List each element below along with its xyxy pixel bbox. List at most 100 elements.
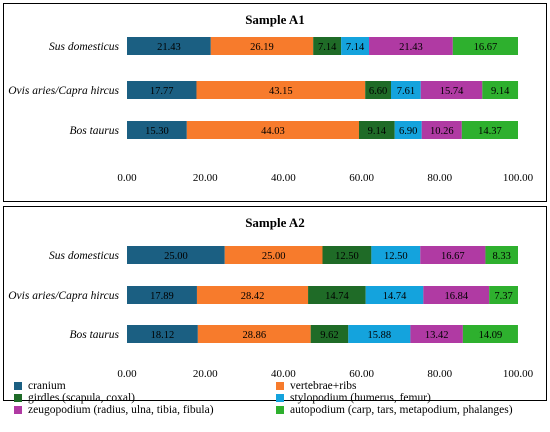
bar-segment-stylopodium-humerus-femur (348, 325, 411, 343)
x-tick-label: 100.00 (503, 172, 534, 184)
legend-label: stylopodium (humerus, femur) (290, 391, 431, 404)
data-label: 44.03 (261, 126, 285, 137)
bar-segment-cranium (127, 121, 187, 139)
data-label: 18.12 (151, 330, 175, 341)
x-tick-label: 80.00 (427, 368, 452, 380)
legend-swatch (276, 393, 284, 402)
bar-segment-zeugopodium-radius-ulna-tibia-fibula (369, 37, 453, 55)
data-label: 15.74 (440, 86, 464, 97)
legend-item-cranium: cranium (14, 379, 66, 392)
legend-label: girdles (scapula, coxal) (28, 391, 135, 404)
bar-segment-stylopodium-humerus-femur (371, 246, 421, 264)
legend-swatch (14, 393, 22, 402)
data-label: 16.67 (474, 42, 498, 53)
category-label-sus-domesticus: Sus domesticus (49, 250, 119, 262)
legend-label: cranium (28, 379, 66, 392)
legend-item-autopodium-carp-tars-metapodium-phalanges: autopodium (carp, tars, metapodium, phal… (276, 403, 513, 416)
data-label: 15.88 (368, 330, 392, 341)
data-label: 10.26 (430, 126, 454, 137)
x-tick-label: 0.00 (117, 368, 137, 380)
legend-label: vertebrae+ribs (290, 379, 357, 392)
bar-segment-cranium (127, 325, 198, 343)
data-label: 6.60 (369, 86, 387, 97)
x-tick-label: 60.00 (349, 368, 374, 380)
data-label: 14.09 (479, 330, 503, 341)
data-label: 13.42 (425, 330, 449, 341)
data-label: 7.14 (318, 42, 337, 53)
bar-segment-cranium (127, 81, 197, 99)
bar-segment-zeugopodium-radius-ulna-tibia-fibula (420, 246, 486, 264)
legend-item-girdles-scapula-coxal: girdles (scapula, coxal) (14, 391, 135, 404)
bar-segment-girdles-scapula-coxal (310, 325, 349, 343)
legend-label: zeugopodium (radius, ulna, tibia, fibula… (28, 403, 214, 416)
legend-item-vertebrae-ribs: vertebrae+ribs (276, 379, 357, 392)
chart-title: Sample A2 (245, 215, 305, 230)
bar-segment-stylopodium-humerus-femur (341, 37, 370, 55)
category-label-sus-domesticus: Sus domesticus (49, 41, 119, 53)
data-label: 9.14 (491, 86, 510, 97)
data-label: 14.37 (478, 126, 502, 137)
bar-segment-stylopodium-humerus-femur (394, 121, 422, 139)
bar-segment-girdles-scapula-coxal (308, 286, 366, 304)
data-label: 9.62 (320, 330, 338, 341)
bar-segment-vertebrae-ribs (210, 37, 314, 55)
data-label: 14.74 (383, 291, 407, 302)
data-label: 21.43 (157, 42, 181, 53)
data-label: 12.50 (335, 251, 359, 262)
bar-segment-vertebrae-ribs (186, 121, 359, 139)
data-label: 7.14 (346, 42, 365, 53)
data-label: 14.74 (325, 291, 349, 302)
bar-segment-cranium (127, 286, 197, 304)
data-label: 25.00 (164, 251, 188, 262)
bar-segment-vertebrae-ribs (224, 246, 323, 264)
data-label: 28.42 (241, 291, 265, 302)
bar-segment-stylopodium-humerus-femur (365, 286, 424, 304)
x-tick-label: 80.00 (427, 172, 452, 184)
bar-segment-vertebrae-ribs (196, 81, 366, 99)
category-label-ovis-aries-capra-hircus: Ovis aries/Capra hircus (8, 85, 119, 97)
data-label: 8.33 (493, 251, 511, 262)
data-label: 17.77 (150, 86, 174, 97)
bar-segment-zeugopodium-radius-ulna-tibia-fibula (410, 325, 463, 343)
x-tick-label: 40.00 (271, 368, 296, 380)
data-label: 6.90 (399, 126, 417, 137)
data-label: 7.37 (494, 291, 512, 302)
data-label: 43.15 (269, 86, 293, 97)
legend-swatch (276, 405, 284, 414)
category-label-bos-taurus: Bos taurus (69, 125, 119, 137)
legend-label: autopodium (carp, tars, metapodium, phal… (290, 403, 513, 416)
category-label-ovis-aries-capra-hircus: Ovis aries/Capra hircus (8, 290, 119, 302)
data-label: 16.84 (444, 291, 468, 302)
bar-segment-zeugopodium-radius-ulna-tibia-fibula (423, 286, 490, 304)
x-tick-label: 60.00 (349, 172, 374, 184)
x-tick-label: 20.00 (193, 172, 218, 184)
legend-swatch (14, 405, 22, 414)
chart-panel-sample-a1: Sample A1 Sus domesticus 21.43 26.19 7.14 7.1… (3, 3, 547, 202)
bar-segment-autopodium-carp-tars-metapodium-phalanges (482, 81, 519, 99)
data-label: 9.14 (368, 126, 387, 137)
data-label: 16.67 (441, 251, 465, 262)
x-tick-label: 100.00 (503, 368, 534, 380)
bar-segment-autopodium-carp-tars-metapodium-phalanges (485, 246, 518, 264)
x-tick-label: 0.00 (117, 172, 137, 184)
data-label: 26.19 (250, 42, 274, 53)
bar-segment-zeugopodium-radius-ulna-tibia-fibula (421, 121, 462, 139)
bar-segment-autopodium-carp-tars-metapodium-phalanges (489, 286, 518, 304)
data-label: 7.61 (397, 86, 415, 97)
data-label: 17.89 (150, 291, 174, 302)
bar-segment-autopodium-carp-tars-metapodium-phalanges (462, 325, 518, 343)
bar-segment-cranium (127, 37, 211, 55)
bar-segment-girdles-scapula-coxal (358, 121, 395, 139)
legend-item-zeugopodium-radius-ulna-tibia-fibula: zeugopodium (radius, ulna, tibia, fibula… (14, 403, 214, 416)
chart-panel-sample-a2: Sample A2 Sus domesticus 25.00 25.00 12.50 12… (3, 206, 547, 401)
data-label: 21.43 (399, 42, 423, 53)
bar-segment-girdles-scapula-coxal (322, 246, 372, 264)
data-label: 28.86 (242, 330, 266, 341)
data-label: 15.30 (145, 126, 169, 137)
x-tick-label: 20.00 (193, 368, 218, 380)
chart-legend: cranium vertebrae+ribs girdles (scapula, c… (14, 379, 544, 427)
chart-title: Sample A1 (245, 12, 305, 27)
legend-swatch (14, 381, 22, 390)
bar-segment-zeugopodium-radius-ulna-tibia-fibula (420, 81, 483, 99)
stacked-bar-chart-sample-a2: Sample A2 Sus domesticus 25.00 25.00 12.50 12… (8, 215, 534, 380)
